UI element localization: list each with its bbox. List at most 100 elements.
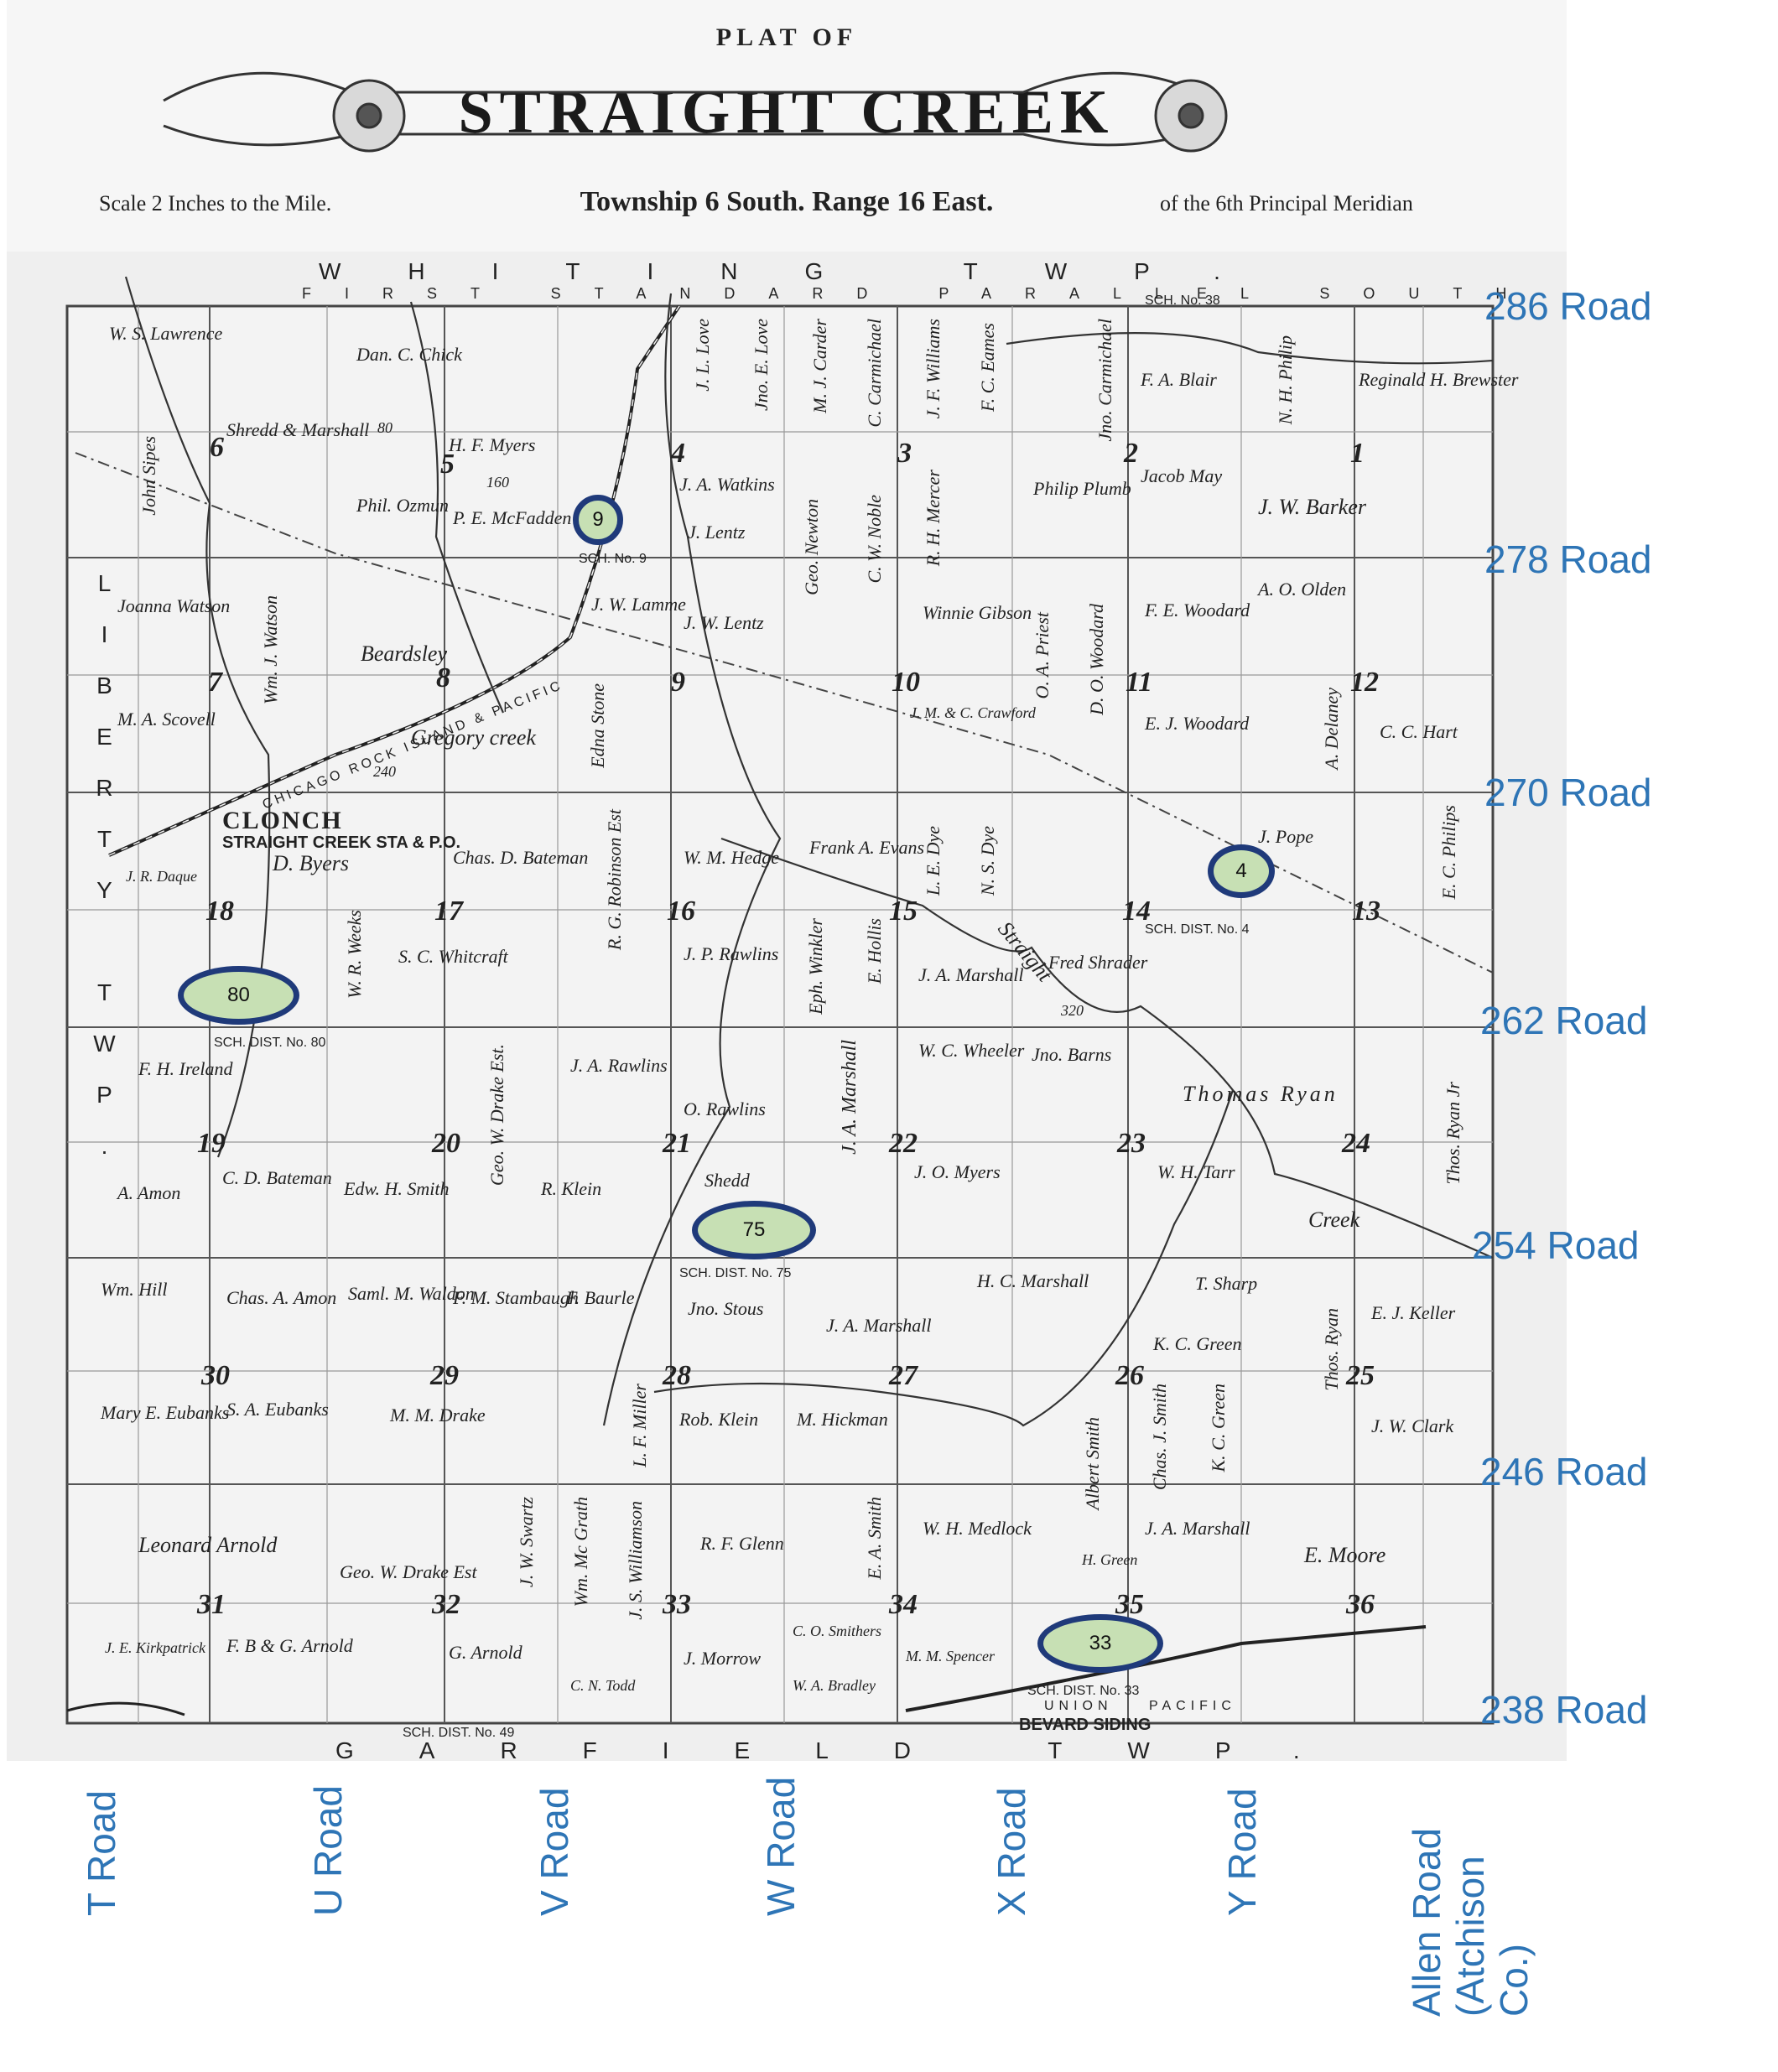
section-number: 28 [663, 1360, 691, 1391]
owner-label: Jacob May [1141, 465, 1223, 486]
section-number: 30 [201, 1360, 230, 1391]
owner-label: Jno. Carmichael [1094, 319, 1115, 442]
school-label: SCH. DIST. No. 80 [214, 1036, 326, 1050]
owner-label: Joanna Watson [117, 595, 231, 616]
acreage-label: 160 [486, 474, 509, 491]
plat-header [7, 0, 1567, 252]
section-number: 19 [197, 1128, 226, 1159]
indian-boundary-line [75, 452, 1494, 974]
owner-label: John Sipes [138, 436, 159, 516]
railroad-union-label: UNION [1044, 1699, 1113, 1713]
owner-label: W. C. Wheeler [918, 1040, 1025, 1061]
owner-label: Fred Shrader [1048, 952, 1148, 973]
section-number: 22 [889, 1128, 918, 1159]
owner-label: Edw. H. Smith [344, 1178, 450, 1199]
acreage-label: 240 [373, 763, 396, 780]
school-district-marker[interactable]: 33 [1037, 1614, 1163, 1673]
section-number: 7 [208, 667, 222, 698]
bevard-label: BEVARD SIDING [1019, 1716, 1152, 1734]
road-label-w: W Road [759, 1776, 803, 1916]
school-district-marker[interactable]: 9 [573, 495, 623, 545]
owner-label: C. N. Todd [570, 1677, 636, 1694]
owner-label: J. S. Williamson [625, 1501, 646, 1620]
owner-label: J. O. Myers [914, 1161, 1001, 1182]
school-label: SCH. DIST. No. 4 [1145, 922, 1250, 937]
owner-label: L. E. Dye [923, 826, 944, 896]
owner-label: M. A. Scovell [117, 709, 216, 730]
section-number: 15 [889, 896, 918, 927]
owner-label: M. Hickman [797, 1409, 888, 1430]
owner-label: J. W. Clark [1371, 1415, 1454, 1436]
owner-label: D. O. Woodard [1086, 604, 1107, 715]
owner-label: M. M. Drake [390, 1405, 486, 1425]
section-number: 24 [1342, 1128, 1370, 1159]
owner-label: J. L. Love [692, 319, 713, 392]
owner-label: A. Delaney [1321, 688, 1342, 770]
section-number: 4 [671, 438, 685, 469]
road-label-238: 238 Road [1480, 1688, 1648, 1732]
owner-label: D. Byers [273, 851, 349, 875]
school-district-marker[interactable]: 75 [692, 1201, 816, 1259]
owner-label: Jno. Stous [688, 1298, 764, 1319]
creek-label: Creek [1308, 1207, 1360, 1232]
owner-label: Winnie Gibson [923, 602, 1032, 623]
owner-label: T. Sharp [1195, 1273, 1258, 1294]
owner-label: C. O. Smithers [793, 1623, 882, 1639]
section-number: 34 [889, 1589, 918, 1620]
owner-label: W. H. Tarr [1157, 1161, 1235, 1182]
owner-label: J. F. Williams [923, 319, 944, 419]
owner-label: S. A. Eubanks [226, 1399, 329, 1420]
owner-label: W. S. Lawrence [109, 323, 223, 344]
owner-label: F. Baurle [566, 1287, 635, 1308]
section-number: 3 [897, 438, 912, 469]
owner-label: R. F. Glenn [700, 1533, 784, 1554]
owner-label: Wm. J. Watson [260, 595, 281, 704]
section-number: 20 [432, 1128, 460, 1159]
section-number: 13 [1352, 896, 1380, 927]
road-label-y: Y Road [1220, 1788, 1264, 1916]
owner-label: J. W. Lentz [684, 612, 764, 633]
section-number: 18 [205, 896, 234, 927]
owner-label: W. H. Medlock [923, 1518, 1032, 1539]
owner-label: Geo. W. Drake Est. [486, 1044, 507, 1187]
owner-label: L. F. Miller [629, 1384, 650, 1467]
school-district-marker[interactable]: 80 [178, 966, 299, 1025]
owner-label: Leonard Arnold [138, 1533, 278, 1557]
plat-of-label: PLAT OF [715, 23, 858, 51]
owner-label: H. C. Marshall [977, 1270, 1089, 1291]
school-label: SCH. DIST. No. 75 [679, 1266, 792, 1280]
section-number: 23 [1117, 1128, 1146, 1159]
owner-label: Thos. Ryan [1321, 1308, 1342, 1391]
owner-label: J. A. Watkins [679, 474, 775, 495]
owner-label: S. C. Whitcraft [398, 946, 508, 967]
parallel-label: FIRST STANDARD PARALLEL SOUTH [302, 285, 1541, 302]
owner-label: Geo. Newton [801, 499, 822, 595]
owner-label: J. W. Barker [1258, 495, 1367, 519]
school-district-marker[interactable]: 4 [1208, 844, 1275, 898]
railroad-pacific-label: PACIFIC [1149, 1699, 1236, 1713]
owner-label: F. C. Eames [977, 323, 998, 412]
road-label-286: 286 Road [1484, 284, 1652, 328]
owner-label: E. J. Woodard [1145, 713, 1250, 734]
owner-label: R. Klein [541, 1178, 602, 1199]
owner-label: C. C. Hart [1380, 721, 1458, 742]
west-border-label: LIBERTY TWP. [91, 570, 117, 1184]
owner-label: P. E. McFadden [453, 507, 572, 528]
road-label-246: 246 Road [1480, 1450, 1648, 1493]
owner-label: J. M. & C. Crawford [910, 704, 1036, 721]
owner-label: Beardsley [361, 641, 447, 666]
owner-label: Mary E. Eubanks [101, 1402, 230, 1423]
owner-label: J. A. Marshall [839, 1040, 860, 1155]
creek-label: Gregory creek [411, 725, 536, 750]
owner-label: Dan. C. Chick [356, 344, 462, 365]
owner-label: Reginald H. Brewster [1359, 369, 1519, 390]
school-label: SCH. No. 38 [1145, 293, 1220, 308]
owner-label: C. W. Noble [864, 495, 885, 584]
owner-label: F. M. Stambaugh [453, 1287, 579, 1308]
owner-label: M. J. Carder [809, 319, 830, 413]
scale-label: Scale 2 Inches to the Mile. [99, 191, 332, 216]
owner-label: J. Morrow [684, 1648, 762, 1669]
owner-label: Jno. Barns [1032, 1044, 1112, 1065]
section-number: 36 [1346, 1589, 1375, 1620]
owner-label: H. F. Myers [449, 434, 536, 455]
